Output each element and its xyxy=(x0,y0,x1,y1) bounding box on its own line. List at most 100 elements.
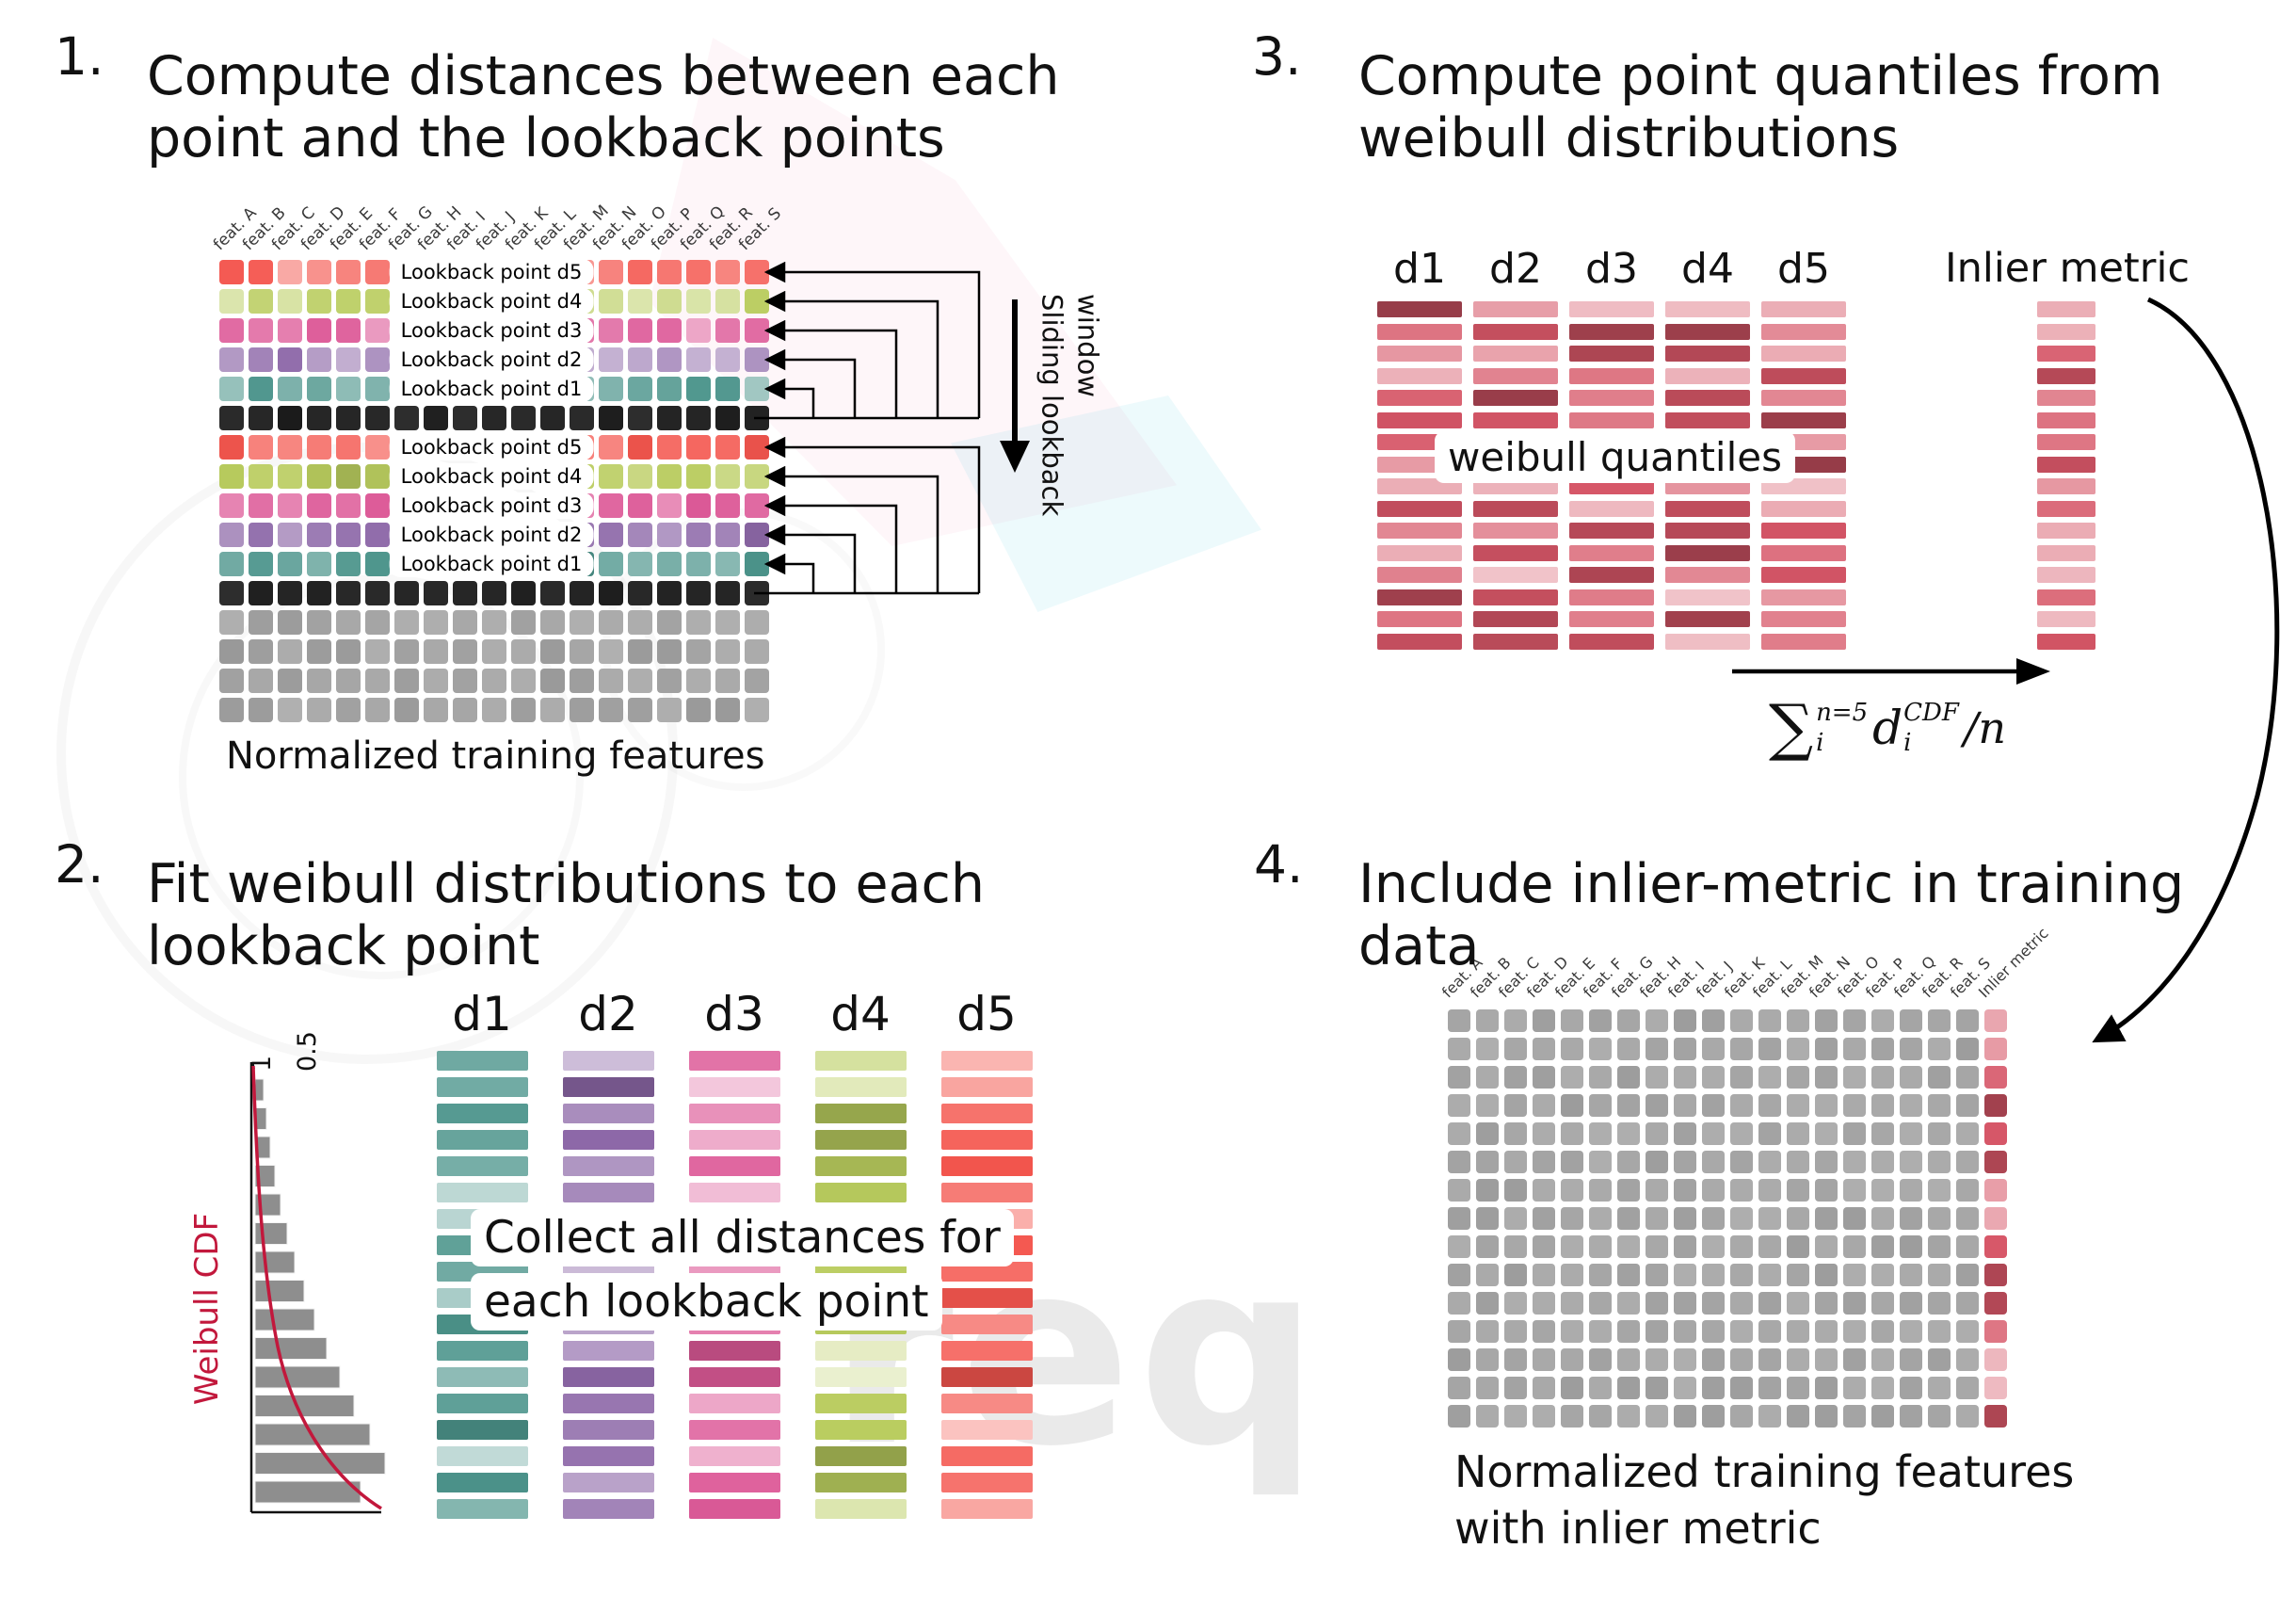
feature-cell xyxy=(1871,1179,1894,1202)
feature-cell xyxy=(1730,1405,1753,1428)
distance-header: d5 xyxy=(956,987,1017,1041)
feature-cell xyxy=(1561,1235,1583,1258)
feature-cell xyxy=(628,406,652,430)
feature-cell xyxy=(1646,1122,1668,1145)
feature-cell xyxy=(365,260,390,284)
feature-cell xyxy=(1843,1235,1866,1258)
distance-bar xyxy=(437,1051,528,1071)
sum-limits: n=5 i xyxy=(1816,699,1868,757)
step3-title-line1: Compute point quantiles from xyxy=(1358,45,2163,107)
feature-cell xyxy=(628,318,652,343)
feature-cell xyxy=(278,523,302,547)
quantile-bar xyxy=(1665,346,1750,362)
quantile-bar xyxy=(1377,301,1462,317)
feature-cell xyxy=(482,639,506,664)
distance-bar xyxy=(815,1446,907,1466)
feature-cell xyxy=(249,698,273,722)
feature-cell xyxy=(1758,1320,1781,1343)
inlier-metric-bar xyxy=(2037,523,2095,539)
distance-header: d4 xyxy=(830,987,891,1041)
feature-cell xyxy=(278,610,302,635)
feature-cell xyxy=(1843,1122,1866,1145)
feature-cell xyxy=(1533,1320,1555,1343)
distance-bar xyxy=(689,1156,780,1176)
feature-cell xyxy=(278,435,302,460)
lookback-point-label: Lookback point d3 xyxy=(389,317,594,344)
feature-cell xyxy=(1674,1179,1696,1202)
feature-cell xyxy=(1476,1405,1499,1428)
feature-cell xyxy=(1589,1405,1612,1428)
quantile-bar xyxy=(1377,523,1462,539)
feature-cell xyxy=(249,289,273,314)
feature-cell xyxy=(278,639,302,664)
feature-cell xyxy=(219,318,244,343)
feature-cell xyxy=(1843,1292,1866,1315)
quantile-bar xyxy=(1761,412,1846,428)
feature-cell xyxy=(278,289,302,314)
distance-bar xyxy=(815,1420,907,1440)
feature-cell xyxy=(1815,1264,1838,1286)
feature-cell xyxy=(1843,1179,1866,1202)
feature-cell xyxy=(307,493,331,518)
inlier-metric-bar xyxy=(2037,412,2095,428)
feature-cell xyxy=(1871,1235,1894,1258)
feature-cell xyxy=(1787,1292,1809,1315)
feature-cell xyxy=(1674,1151,1696,1173)
feature-cell xyxy=(1674,1348,1696,1371)
feature-cell xyxy=(1702,1038,1725,1060)
feature-cell xyxy=(686,406,711,430)
feature-cell xyxy=(1815,1179,1838,1202)
feature-cell xyxy=(336,610,361,635)
quantile-bar xyxy=(1665,567,1750,583)
distance-bar xyxy=(689,1446,780,1466)
feature-cell xyxy=(424,406,448,430)
feature-cell xyxy=(657,377,682,401)
sliding-lookback-window-label: Sliding lookback window xyxy=(1036,294,1104,517)
feature-cell xyxy=(365,523,390,547)
feature-cell xyxy=(1900,1292,1922,1315)
feature-cell xyxy=(657,464,682,489)
distance-bar xyxy=(941,1262,1033,1282)
feature-cell xyxy=(1815,1292,1838,1315)
feature-cell xyxy=(1533,1348,1555,1371)
feature-cell xyxy=(1843,1151,1866,1173)
feature-cell xyxy=(307,260,331,284)
feature-cell xyxy=(1646,1292,1668,1315)
feature-cell xyxy=(1476,1038,1499,1060)
feature-cell xyxy=(715,464,740,489)
distance-bar xyxy=(437,1499,528,1519)
feature-cell xyxy=(1702,1235,1725,1258)
feature-cell xyxy=(686,435,711,460)
feature-cell xyxy=(1533,1292,1555,1315)
feature-cell xyxy=(1900,1207,1922,1230)
feature-cell xyxy=(278,318,302,343)
variable-subscript: i xyxy=(1903,729,1912,757)
feature-cell xyxy=(628,698,652,722)
feature-cell xyxy=(307,347,331,372)
quantile-bar xyxy=(1473,523,1558,539)
feature-cell xyxy=(219,347,244,372)
feature-cell xyxy=(1843,1377,1866,1399)
feature-cell xyxy=(1758,1264,1781,1286)
feature-cell xyxy=(1504,1094,1527,1117)
feature-cell xyxy=(1476,1320,1499,1343)
feature-cell xyxy=(628,347,652,372)
feature-cell xyxy=(657,669,682,693)
feature-cell xyxy=(599,347,623,372)
feature-cell xyxy=(336,493,361,518)
feature-cell xyxy=(1476,1292,1499,1315)
feature-cell xyxy=(745,669,769,693)
feature-cell xyxy=(1589,1122,1612,1145)
inlier-metric-cell xyxy=(1984,1377,2007,1399)
feature-cell xyxy=(628,464,652,489)
feature-cell xyxy=(657,493,682,518)
feature-cell xyxy=(219,610,244,635)
quantile-bar xyxy=(1473,611,1558,627)
feature-cell xyxy=(365,318,390,343)
feature-cell xyxy=(336,698,361,722)
feature-cell xyxy=(1617,1066,1640,1089)
distance-header: d4 xyxy=(1681,245,1734,293)
distance-bar xyxy=(563,1473,654,1492)
inlier-metric-cell xyxy=(1984,1235,2007,1258)
